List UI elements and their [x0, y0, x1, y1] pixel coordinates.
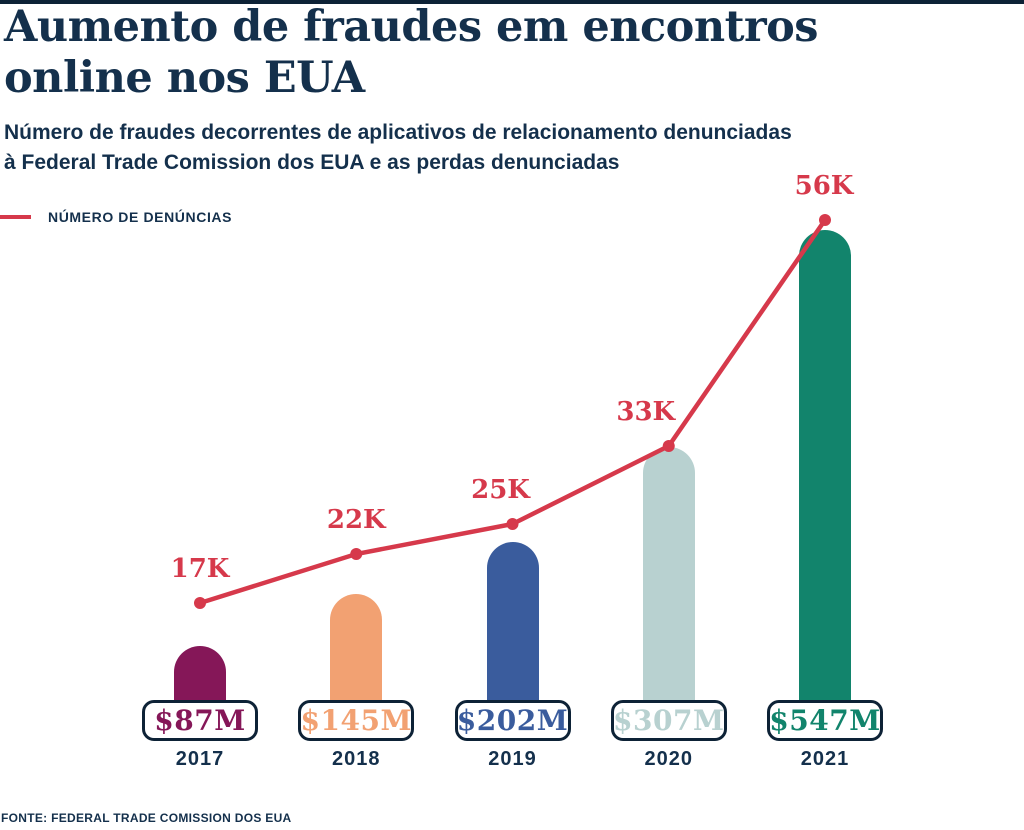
complaints-label-2021: 56K [794, 171, 854, 201]
complaints-label-2018: 22K [326, 505, 386, 535]
complaints-label-2020: 33K [616, 397, 676, 427]
year-label-2017: 2017 [175, 748, 225, 770]
complaints-line [199, 218, 827, 606]
loss-bar-2021 [799, 230, 851, 741]
chart-subtitle-line1: Número de fraudes decorrentes de aplicat… [4, 121, 792, 144]
loss-value-label-2018: $145M [300, 704, 412, 737]
loss-value-box-2021: $547M [767, 700, 883, 741]
line-point-2019 [506, 518, 519, 530]
complaints-label-2019: 25K [471, 475, 530, 505]
year-label-2020: 2020 [644, 748, 693, 770]
loss-value-label-2021: $547M [769, 704, 881, 737]
chart-subtitle-line2: à Federal Trade Comission dos EUA e as p… [4, 151, 620, 174]
line-point-2017 [194, 597, 206, 609]
loss-value-box-2017: $87M [142, 700, 258, 741]
x-axis-baseline [0, 0, 1024, 4]
chart-title-line2: online nos EUA [4, 53, 365, 103]
year-label-2019: 2019 [488, 748, 537, 770]
line-point-2018 [350, 548, 363, 560]
loss-value-box-2019: $202M [454, 700, 571, 741]
loss-value-label-2019: $202M [456, 704, 569, 737]
line-point-2021 [819, 214, 831, 226]
source-note: FONTE: FEDERAL TRADE COMISSION DOS EUA [1, 811, 292, 825]
line-point-2020 [662, 440, 675, 452]
complaints-label-2017: 17K [170, 554, 230, 584]
loss-value-label-2017: $87M [154, 704, 246, 737]
loss-value-box-2020: $307M [610, 700, 727, 741]
loss-bar-2020 [642, 447, 695, 741]
legend-line-swatch [0, 215, 31, 219]
chart-title-line1: Aumento de fraudes em encontros [4, 2, 819, 52]
loss-value-label-2020: $307M [613, 704, 725, 737]
year-label-2018: 2018 [332, 748, 381, 770]
chart-title: Aumento de fraudes em encontros online n… [4, 2, 924, 104]
year-label-2021: 2021 [800, 748, 850, 770]
legend-label: NÚMERO DE DENÚNCIAS [48, 209, 233, 225]
loss-value-box-2018: $145M [298, 700, 415, 741]
